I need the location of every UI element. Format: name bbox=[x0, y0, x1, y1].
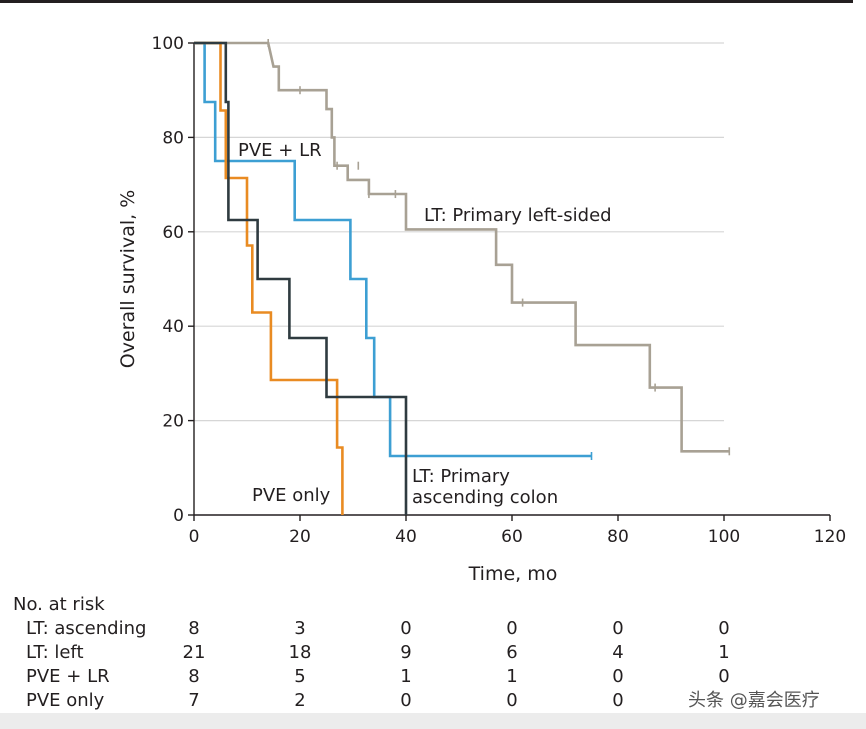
risk-row-label: PVE + LR bbox=[26, 666, 110, 687]
annotation-pve-lr: PVE + LR bbox=[238, 140, 322, 161]
survival-curve bbox=[194, 41, 592, 458]
x-tick-label: 120 bbox=[814, 527, 846, 547]
y-tick-label: 80 bbox=[162, 128, 184, 148]
survival-curves bbox=[194, 39, 731, 515]
x-tick-label: 20 bbox=[289, 527, 311, 547]
annotation-lt-asc-line2: ascending colon bbox=[412, 487, 558, 508]
risk-value: 0 bbox=[612, 666, 624, 687]
annotation-lt-asc-line1: LT: Primary bbox=[412, 466, 510, 487]
risk-table-title: No. at risk bbox=[13, 594, 105, 615]
survival-curve bbox=[194, 41, 344, 515]
survival-chart: 0 20 40 60 80 100 0 20 40 60 80 100 120 PVE + LR LT:… bbox=[117, 34, 847, 585]
risk-value: 21 bbox=[182, 642, 206, 663]
x-tick-label: 80 bbox=[607, 527, 629, 547]
risk-value: 0 bbox=[718, 666, 730, 687]
risk-value: 0 bbox=[506, 618, 518, 639]
annotation-lt-left: LT: Primary left-sided bbox=[424, 205, 612, 226]
risk-value: 18 bbox=[288, 642, 312, 663]
x-axis-title: Time, mo bbox=[468, 563, 558, 585]
y-tick-label: 0 bbox=[173, 506, 184, 526]
risk-value: 8 bbox=[188, 666, 200, 687]
risk-value: 0 bbox=[506, 690, 518, 711]
risk-value: 0 bbox=[718, 618, 730, 639]
watermark-text: 头条 @嘉会医疗 bbox=[688, 690, 820, 711]
risk-value: 0 bbox=[400, 618, 412, 639]
survival-curve bbox=[194, 41, 408, 515]
x-tick-label: 40 bbox=[395, 527, 417, 547]
risk-value: 0 bbox=[612, 618, 624, 639]
risk-value: 7 bbox=[188, 690, 200, 711]
x-tick-label: 0 bbox=[189, 527, 200, 547]
risk-value: 1 bbox=[506, 666, 518, 687]
bottom-band bbox=[0, 713, 866, 729]
y-tick-label: 20 bbox=[162, 412, 184, 432]
annotation-pve-only: PVE only bbox=[252, 485, 331, 506]
risk-value: 5 bbox=[294, 666, 306, 687]
y-axis-title: Overall survival, % bbox=[117, 190, 139, 369]
series-lt-primary-left-sided bbox=[194, 39, 731, 456]
risk-value: 9 bbox=[400, 642, 412, 663]
risk-row-label: LT: left bbox=[26, 642, 84, 663]
risk-value: 2 bbox=[294, 690, 306, 711]
x-tick-label: 60 bbox=[501, 527, 523, 547]
series-lt-primary-ascending-colon bbox=[194, 41, 408, 515]
survival-curve bbox=[194, 41, 730, 453]
gridlines bbox=[194, 42, 724, 422]
risk-value: 1 bbox=[718, 642, 730, 663]
axes: 0 20 40 60 80 100 0 20 40 60 80 100 120 bbox=[152, 34, 847, 547]
risk-value: 1 bbox=[400, 666, 412, 687]
risk-value: 4 bbox=[612, 642, 624, 663]
y-tick-label: 40 bbox=[162, 317, 184, 337]
risk-row-label: PVE only bbox=[26, 690, 105, 711]
risk-value: 0 bbox=[400, 690, 412, 711]
risk-value: 3 bbox=[294, 618, 306, 639]
y-tick-label: 100 bbox=[152, 34, 184, 54]
risk-row-label: LT: ascending bbox=[26, 618, 147, 639]
y-tick-label: 60 bbox=[162, 223, 184, 243]
curve-annotations: PVE + LR LT: Primary left-sided PVE only… bbox=[238, 140, 612, 508]
risk-value: 8 bbox=[188, 618, 200, 639]
x-tick-label: 100 bbox=[708, 527, 740, 547]
series-pve-only bbox=[194, 41, 344, 515]
risk-value: 0 bbox=[612, 690, 624, 711]
risk-value: 6 bbox=[506, 642, 518, 663]
top-rule bbox=[0, 0, 853, 3]
